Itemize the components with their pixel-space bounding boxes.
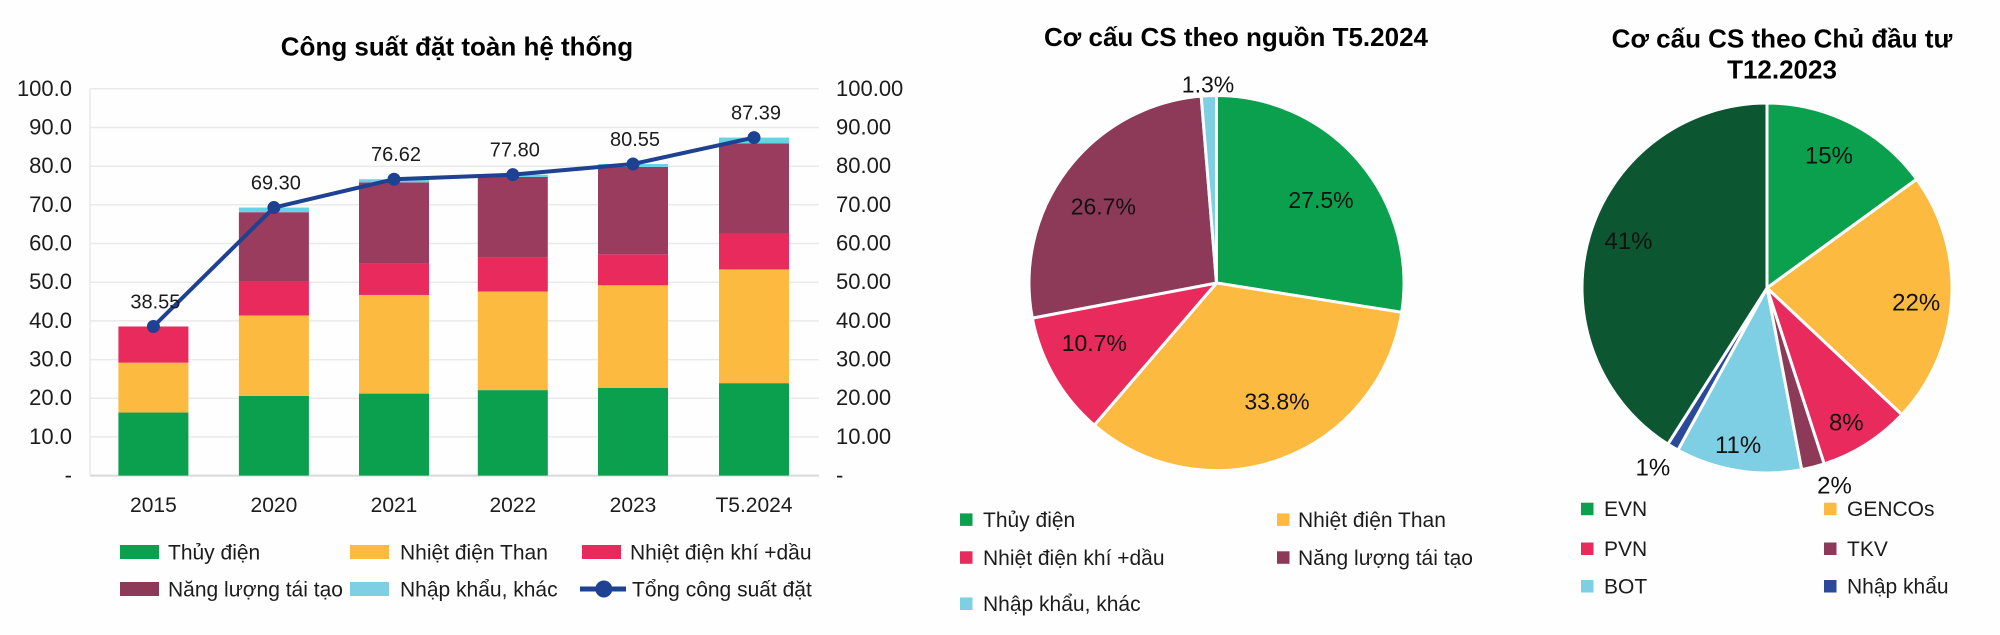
svg-text:Nhiệt điện Than: Nhiệt điện Than <box>1298 509 1446 532</box>
svg-text:100.0: 100.0 <box>17 76 72 101</box>
svg-text:2015: 2015 <box>130 494 177 517</box>
svg-text:60.0: 60.0 <box>29 231 72 256</box>
svg-text:26.7%: 26.7% <box>1071 194 1136 220</box>
svg-text:TKV: TKV <box>1847 538 1888 561</box>
svg-text:EVN: EVN <box>1604 498 1647 521</box>
svg-text:30.00: 30.00 <box>836 347 891 372</box>
svg-text:22%: 22% <box>1892 289 1940 316</box>
svg-text:80.0: 80.0 <box>29 153 72 178</box>
svg-text:8%: 8% <box>1829 409 1864 436</box>
svg-text:90.0: 90.0 <box>29 115 72 140</box>
svg-text:2020: 2020 <box>251 494 298 517</box>
svg-text:40.00: 40.00 <box>836 308 891 333</box>
svg-text:2023: 2023 <box>610 494 657 517</box>
svg-text:Công suất đặt toàn hệ thống: Công suất đặt toàn hệ thống <box>281 32 633 62</box>
svg-text:27.5%: 27.5% <box>1288 187 1353 213</box>
svg-text:2021: 2021 <box>371 494 418 517</box>
svg-text:87.39: 87.39 <box>731 103 781 125</box>
svg-text:60.00: 60.00 <box>836 231 891 256</box>
svg-text:11%: 11% <box>1715 432 1761 459</box>
svg-text:Nhập khẩu, khác: Nhập khẩu, khác <box>983 593 1141 616</box>
svg-text:90.00: 90.00 <box>836 115 891 140</box>
svg-text:33.8%: 33.8% <box>1244 388 1309 414</box>
svg-text:Nhiệt điện khí +dầu: Nhiệt điện khí +dầu <box>983 547 1165 570</box>
svg-text:Thủy điện: Thủy điện <box>983 509 1075 532</box>
svg-text:-: - <box>65 463 72 488</box>
svg-text:10.7%: 10.7% <box>1062 330 1127 356</box>
svg-text:80.00: 80.00 <box>836 153 891 178</box>
svg-text:PVN: PVN <box>1604 538 1647 561</box>
svg-text:Cơ cấu CS theo nguồn T5.2024: Cơ cấu CS theo nguồn T5.2024 <box>1044 22 1429 52</box>
svg-text:15%: 15% <box>1805 143 1853 170</box>
svg-text:2%: 2% <box>1817 473 1852 500</box>
svg-text:Cơ cấu CS theo Chủ đầu tư: Cơ cấu CS theo Chủ đầu tư <box>1612 24 1953 54</box>
svg-text:Năng lượng tái tạo: Năng lượng tái tạo <box>168 578 343 601</box>
svg-text:50.00: 50.00 <box>836 269 891 294</box>
svg-text:1%: 1% <box>1636 455 1671 482</box>
svg-text:20.00: 20.00 <box>836 385 891 410</box>
svg-text:70.00: 70.00 <box>836 192 891 217</box>
svg-text:30.0: 30.0 <box>29 347 72 372</box>
svg-text:T12.2023: T12.2023 <box>1727 55 1837 85</box>
svg-text:41%: 41% <box>1604 228 1652 255</box>
svg-text:Nhiệt điện Than: Nhiệt điện Than <box>400 541 548 564</box>
svg-text:1.3%: 1.3% <box>1182 71 1234 97</box>
svg-text:69.30: 69.30 <box>251 173 301 195</box>
svg-text:Nhập khẩu: Nhập khẩu <box>1847 576 1949 599</box>
svg-text:Năng lượng tái tạo: Năng lượng tái tạo <box>1298 547 1473 570</box>
svg-text:GENCOs: GENCOs <box>1847 498 1935 521</box>
svg-text:77.80: 77.80 <box>490 140 540 162</box>
svg-text:76.62: 76.62 <box>371 144 421 166</box>
svg-text:38.55: 38.55 <box>130 292 180 314</box>
svg-text:2022: 2022 <box>489 494 536 517</box>
svg-text:10.00: 10.00 <box>836 424 891 449</box>
svg-text:Nhập khẩu, khác: Nhập khẩu, khác <box>400 578 558 601</box>
svg-text:-: - <box>836 463 843 488</box>
svg-text:40.0: 40.0 <box>29 308 72 333</box>
svg-text:20.0: 20.0 <box>29 385 72 410</box>
svg-text:Nhiệt điện khí +dầu: Nhiệt điện khí +dầu <box>630 541 812 564</box>
svg-text:70.0: 70.0 <box>29 192 72 217</box>
svg-text:10.0: 10.0 <box>29 424 72 449</box>
svg-text:Tổng công suất đặt: Tổng công suất đặt <box>632 578 812 601</box>
svg-text:80.55: 80.55 <box>610 129 660 151</box>
svg-text:BOT: BOT <box>1604 576 1647 599</box>
svg-text:100.00: 100.00 <box>836 76 903 101</box>
svg-text:T5.2024: T5.2024 <box>715 494 792 517</box>
svg-text:50.0: 50.0 <box>29 269 72 294</box>
svg-text:Thủy điện: Thủy điện <box>168 541 260 564</box>
